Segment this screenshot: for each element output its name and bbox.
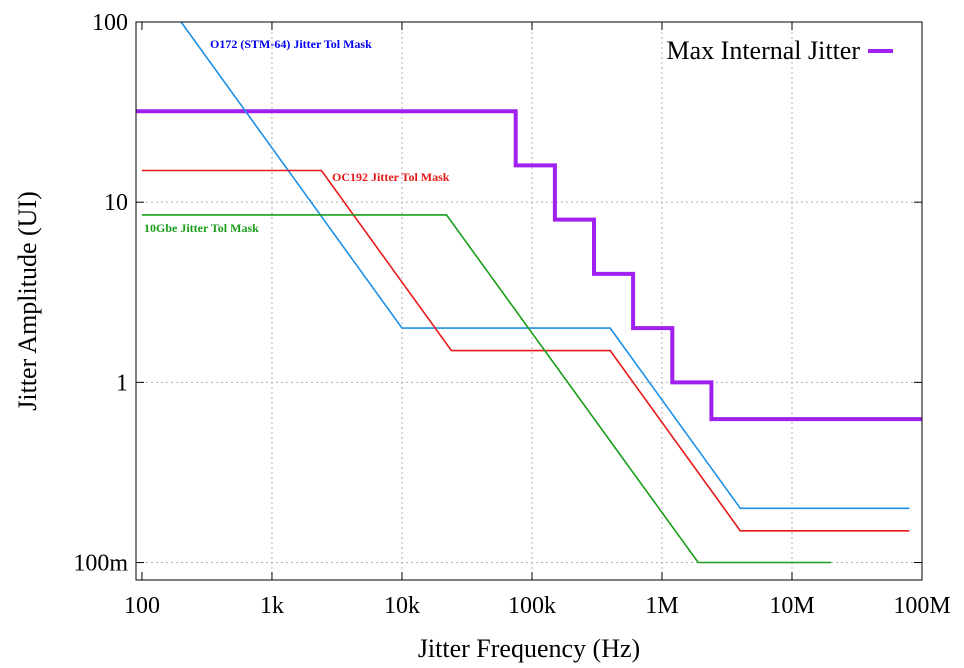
x-tick-label: 10k xyxy=(384,593,420,619)
y-tick-label: 10 xyxy=(104,190,128,216)
plot-frame xyxy=(135,21,923,581)
x-tick-label: 10M xyxy=(769,593,814,619)
10gbe-mask-label: 10Gbe Jitter Tol Mask xyxy=(144,221,259,235)
max-internal-jitter-line xyxy=(136,109,922,422)
x-tick-label: 100k xyxy=(508,593,556,619)
oc192-mask-line xyxy=(141,169,910,532)
grid-lines xyxy=(136,22,922,580)
x-tick-label: 100 xyxy=(124,593,160,619)
x-tick-label: 1M xyxy=(645,593,678,619)
x-tick-label: 100M xyxy=(893,593,950,619)
oc192-mask-label: OC192 Jitter Tol Mask xyxy=(332,170,450,184)
x-axis-label: Jitter Frequency (Hz) xyxy=(418,634,640,663)
y-axis-label: Jitter Amplitude (UI) xyxy=(13,191,42,411)
y-tick-label: 1 xyxy=(116,370,128,396)
legend: Max Internal Jitter xyxy=(667,36,893,65)
o172-mask-label: O172 (STM-64) Jitter Tol Mask xyxy=(210,37,372,51)
series-annotations: O172 (STM-64) Jitter Tol Mask OC192 Jitte… xyxy=(144,37,450,235)
series-lines xyxy=(136,21,922,564)
y-tick-label: 100m xyxy=(73,551,128,577)
x-tick-label: 1k xyxy=(260,593,284,619)
axis-ticks: 100 1k 10k 100k 1M 10M 100M 100m 1 10 100 xyxy=(73,10,950,619)
legend-entry-label: Max Internal Jitter xyxy=(667,36,861,65)
10gbe-mask-line xyxy=(141,214,832,564)
y-tick-label: 100 xyxy=(92,10,128,36)
o172-mask-line xyxy=(180,21,910,510)
